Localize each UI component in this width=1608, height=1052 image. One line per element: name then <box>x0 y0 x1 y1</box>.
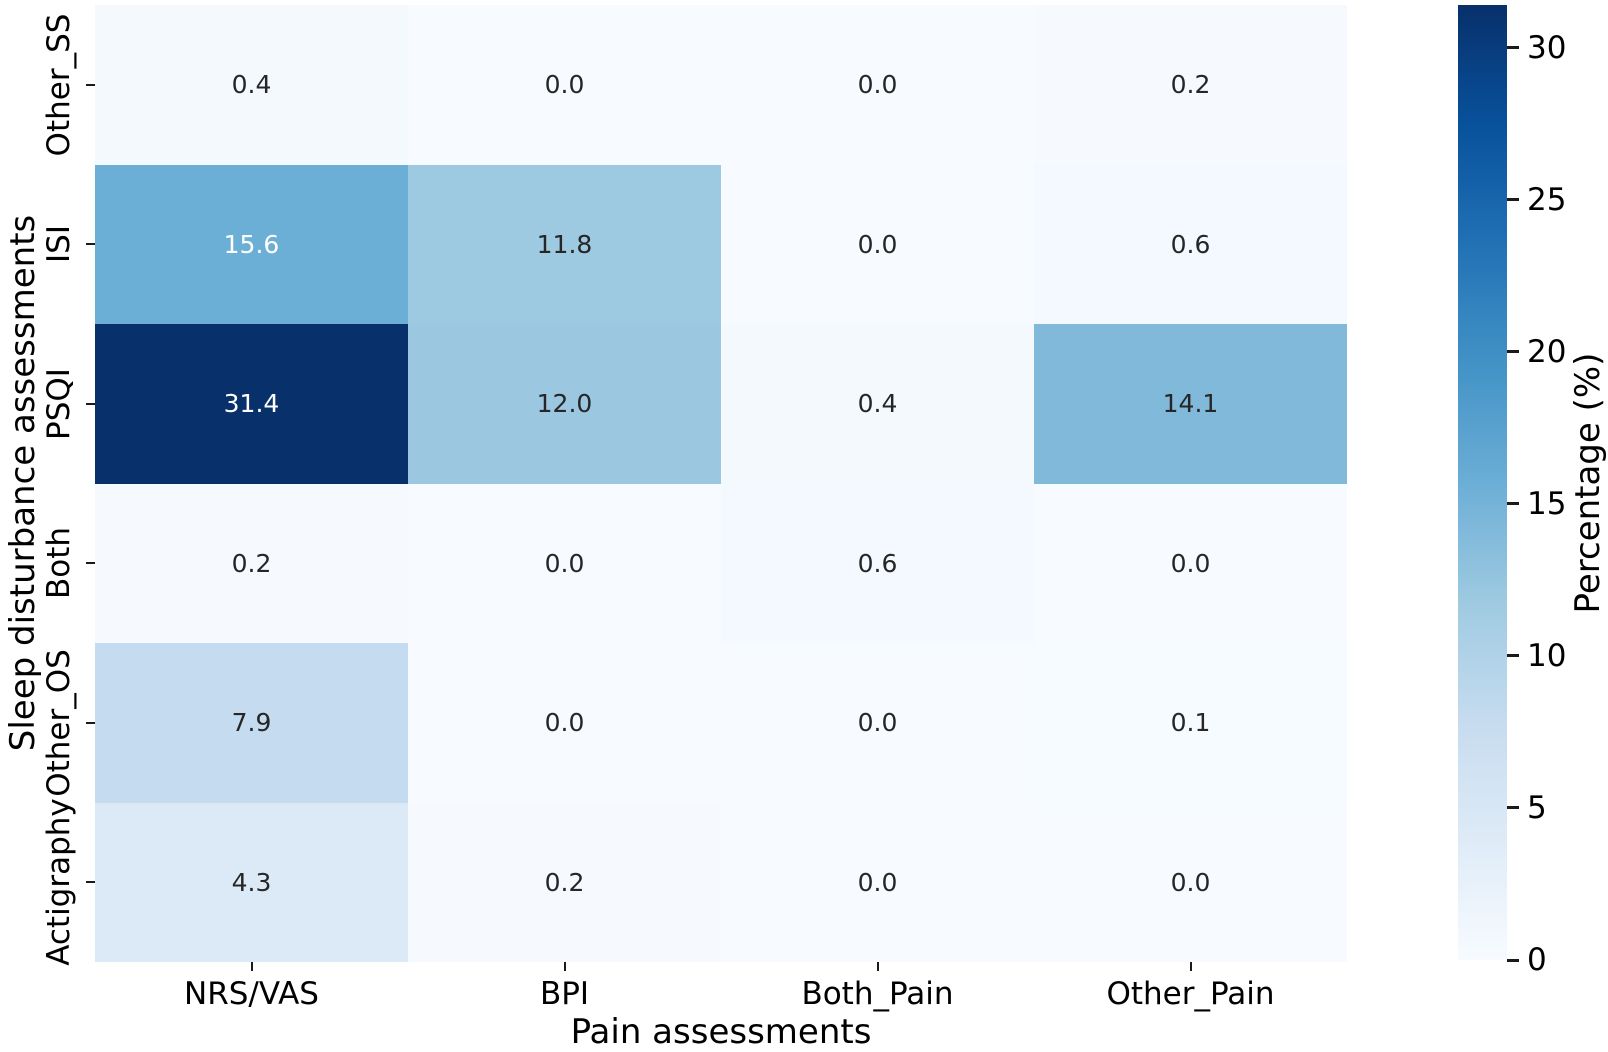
cell-value: 0.2 <box>544 867 585 897</box>
cell-value: 14.1 <box>1162 389 1219 419</box>
heatmap-cell: 15.6 <box>95 164 408 324</box>
heatmap-cell: 0.0 <box>721 643 1034 803</box>
heatmap-grid: 0.4 0.0 0.0 0.2 15.6 11.8 0.0 0.6 31.4 12.0 0.4 14.… <box>95 5 1347 962</box>
cell-value: 0.0 <box>857 867 898 897</box>
cell-value: 15.6 <box>223 229 280 259</box>
colorbar-tick-mark <box>1507 958 1519 962</box>
heatmap-cell: 0.0 <box>721 164 1034 324</box>
cell-value: 0.6 <box>1170 229 1211 259</box>
cell-value: 0.2 <box>1170 70 1211 100</box>
heatmap-cell: 14.1 <box>1034 324 1347 484</box>
cell-value: 0.0 <box>544 70 585 100</box>
y-tick-mark <box>86 243 95 246</box>
x-tick-label: NRS/VAS <box>184 976 319 1012</box>
heatmap-cell: 0.0 <box>1034 483 1347 643</box>
heatmap-cell: 7.9 <box>95 643 408 803</box>
heatmap-cell: 0.0 <box>721 5 1034 165</box>
y-tick-label: Actigraphy <box>41 798 77 967</box>
heatmap-cell: 11.8 <box>408 164 721 324</box>
cell-value: 0.0 <box>857 229 898 259</box>
cell-value: 0.0 <box>857 70 898 100</box>
heatmap-cell: 0.0 <box>408 5 721 165</box>
x-tick-mark <box>563 962 566 971</box>
colorbar-tick-label: 15 <box>1527 485 1567 522</box>
colorbar-tick-label: 25 <box>1527 181 1567 218</box>
heatmap-cell: 0.2 <box>408 802 721 962</box>
y-tick-label: PSQI <box>41 367 77 440</box>
colorbar-tick-mark <box>1507 806 1519 810</box>
cell-value: 4.3 <box>231 867 272 897</box>
y-tick-mark <box>86 83 95 86</box>
x-tick-mark <box>876 962 879 971</box>
colorbar-tick-mark <box>1507 654 1519 658</box>
y-tick-label: ISI <box>41 225 77 264</box>
cell-value: 7.9 <box>231 708 272 738</box>
heatmap-cell: 12.0 <box>408 324 721 484</box>
x-tick-label: Both_Pain <box>801 976 954 1012</box>
y-tick-label: Other_OS <box>41 648 77 797</box>
heatmap-cell: 0.4 <box>721 324 1034 484</box>
cell-value: 0.0 <box>857 708 898 738</box>
colorbar-tick-mark <box>1507 350 1519 354</box>
heatmap-cell: 0.2 <box>1034 5 1347 165</box>
heatmap-cell: 0.4 <box>95 5 408 165</box>
heatmap-cell: 31.4 <box>95 324 408 484</box>
colorbar-gradient <box>1458 5 1507 960</box>
heatmap-cell: 0.6 <box>721 483 1034 643</box>
cell-value: 0.6 <box>857 548 898 578</box>
x-tick-label: BPI <box>539 976 590 1012</box>
cell-value: 0.2 <box>231 548 272 578</box>
cell-value: 0.1 <box>1170 708 1211 738</box>
x-tick-label: Other_Pain <box>1106 976 1275 1012</box>
heatmap-cell: 0.1 <box>1034 643 1347 803</box>
y-tick-mark <box>86 562 95 565</box>
x-tick-mark <box>250 962 253 971</box>
x-axis-label: Pain assessments <box>570 1012 872 1052</box>
heatmap-cell: 0.6 <box>1034 164 1347 324</box>
colorbar-tick-label: 20 <box>1527 333 1567 370</box>
cell-value: 12.0 <box>536 389 593 419</box>
cell-value: 0.0 <box>1170 548 1211 578</box>
cell-value: 31.4 <box>223 389 280 419</box>
colorbar-tick-mark <box>1507 46 1519 50</box>
x-tick-mark <box>1189 962 1192 971</box>
y-tick-label: Both <box>41 527 77 600</box>
colorbar-tick-label: 5 <box>1527 789 1547 826</box>
y-axis-label: Sleep disturbance assessments <box>3 214 43 752</box>
y-tick-mark <box>86 721 95 724</box>
colorbar-tick-mark <box>1507 198 1519 202</box>
cell-value: 0.4 <box>857 389 898 419</box>
heatmap-cell: 0.0 <box>408 483 721 643</box>
heatmap-cell: 0.0 <box>408 643 721 803</box>
heatmap-cell: 0.2 <box>95 483 408 643</box>
cell-value: 0.0 <box>1170 867 1211 897</box>
cell-value: 11.8 <box>536 229 593 259</box>
heatmap-cell: 4.3 <box>95 802 408 962</box>
heatmap-cell: 0.0 <box>1034 802 1347 962</box>
cell-value: 0.4 <box>231 70 272 100</box>
colorbar-tick-label: 30 <box>1527 29 1567 66</box>
cell-value: 0.0 <box>544 708 585 738</box>
colorbar-tick-label: 0 <box>1527 942 1547 978</box>
y-tick-mark <box>86 881 95 884</box>
colorbar-tick-label: 10 <box>1527 637 1567 674</box>
y-tick-label: Other_SS <box>41 13 77 157</box>
colorbar-label: Percentage (%) <box>1568 352 1608 614</box>
y-tick-mark <box>86 402 95 405</box>
heatmap-cell: 0.0 <box>721 802 1034 962</box>
colorbar-tick-mark <box>1507 502 1519 506</box>
cell-value: 0.0 <box>544 548 585 578</box>
